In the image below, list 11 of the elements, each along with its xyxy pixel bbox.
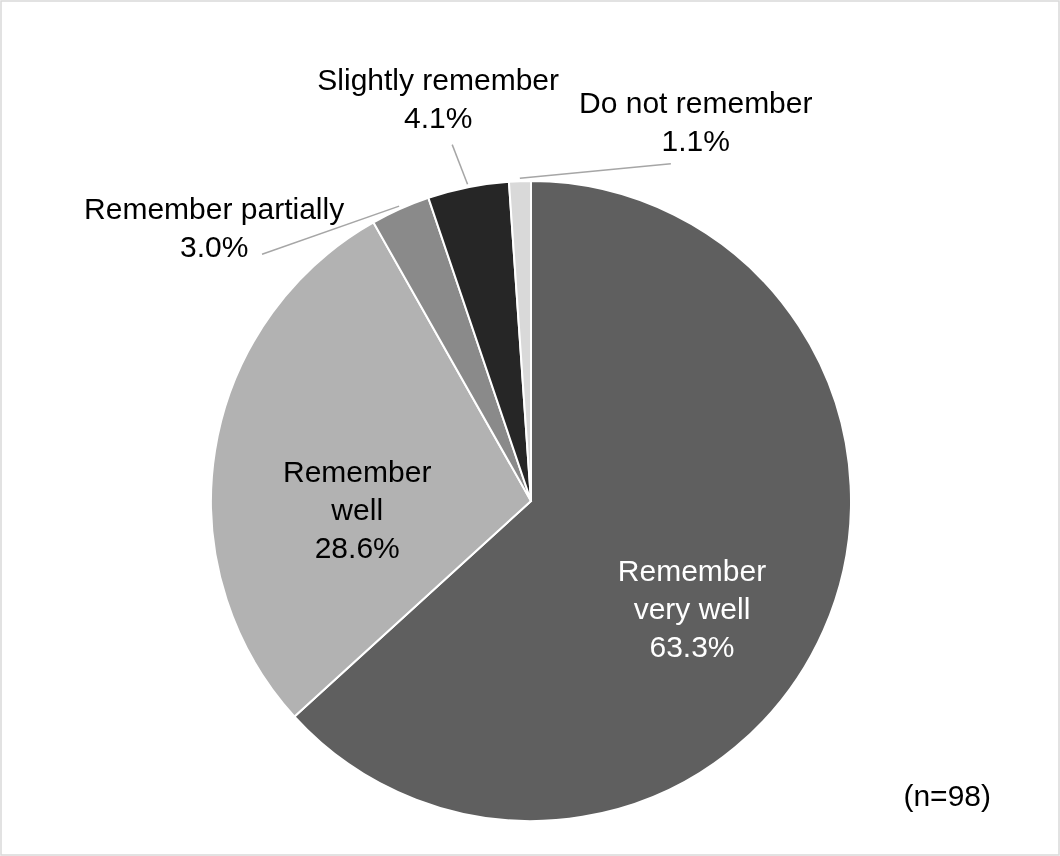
slice-label: Do not remember xyxy=(579,85,813,119)
data-label: 28.6% xyxy=(314,531,400,565)
slice-label: Remember very well xyxy=(617,554,767,626)
data-label: 4.1% xyxy=(403,101,473,135)
text: (n=98) xyxy=(903,779,991,812)
data-label: 1.1% xyxy=(661,123,730,157)
data-label: 3.0% xyxy=(179,230,249,264)
data-label: 63.3% xyxy=(649,630,735,664)
slice-label: Remember well xyxy=(283,455,432,527)
slice-label: Slightly remember xyxy=(317,63,560,97)
slice-label: Remember partially xyxy=(84,192,345,226)
